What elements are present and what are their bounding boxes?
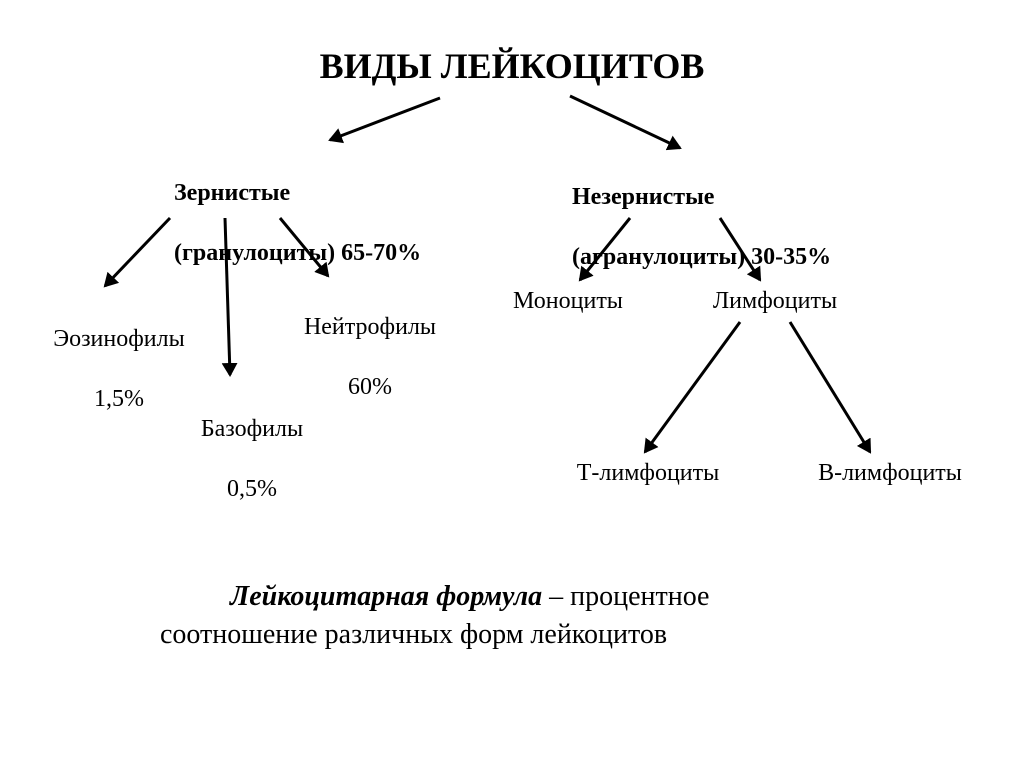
definition-rest1: процентное: [570, 581, 709, 612]
tree-root-title: ВИДЫ ЛЕЙКОЦИТОВ: [0, 44, 1024, 89]
definition-line2: соотношение различных форм лейкоцитов: [160, 619, 667, 650]
node-eosinophils-line1: Эозинофилы: [53, 326, 185, 352]
node-agranulocytes: Незернистые (агранулоциты) 30-35%: [548, 152, 831, 302]
node-agranulocytes-line2: (агранулоциты) 30-35%: [572, 244, 831, 270]
node-agranulocytes-line1: Незернистые: [572, 184, 714, 210]
definition-dash: –: [542, 581, 570, 612]
node-t-lymphocytes: Т-лимфоциты: [548, 458, 748, 488]
node-granulocytes-line2: (гранулоциты) 65-70%: [174, 240, 421, 266]
node-lymphocytes: Лимфоциты: [690, 286, 860, 316]
definition-text: Лейкоцитарная формула – процентное соотно…: [160, 578, 900, 654]
node-granulocytes: Зернистые (гранулоциты) 65-70%: [150, 148, 421, 298]
node-monocytes: Моноциты: [488, 286, 648, 316]
definition-term: Лейкоцитарная формула: [230, 581, 542, 612]
node-neutrophils-line2: 60%: [348, 374, 392, 400]
node-neutrophils-line1: Нейтрофилы: [304, 314, 436, 340]
node-basophils-line2: 0,5%: [227, 476, 277, 502]
node-neutrophils: Нейтрофилы 60%: [268, 282, 448, 432]
node-eosinophils-line2: 1,5%: [94, 386, 144, 412]
node-b-lymphocytes: В-лимфоциты: [790, 458, 990, 488]
node-granulocytes-line1: Зернистые: [174, 180, 290, 206]
diagram-canvas: ВИДЫ ЛЕЙКОЦИТОВ Зернистые (гранулоциты) …: [0, 0, 1024, 767]
